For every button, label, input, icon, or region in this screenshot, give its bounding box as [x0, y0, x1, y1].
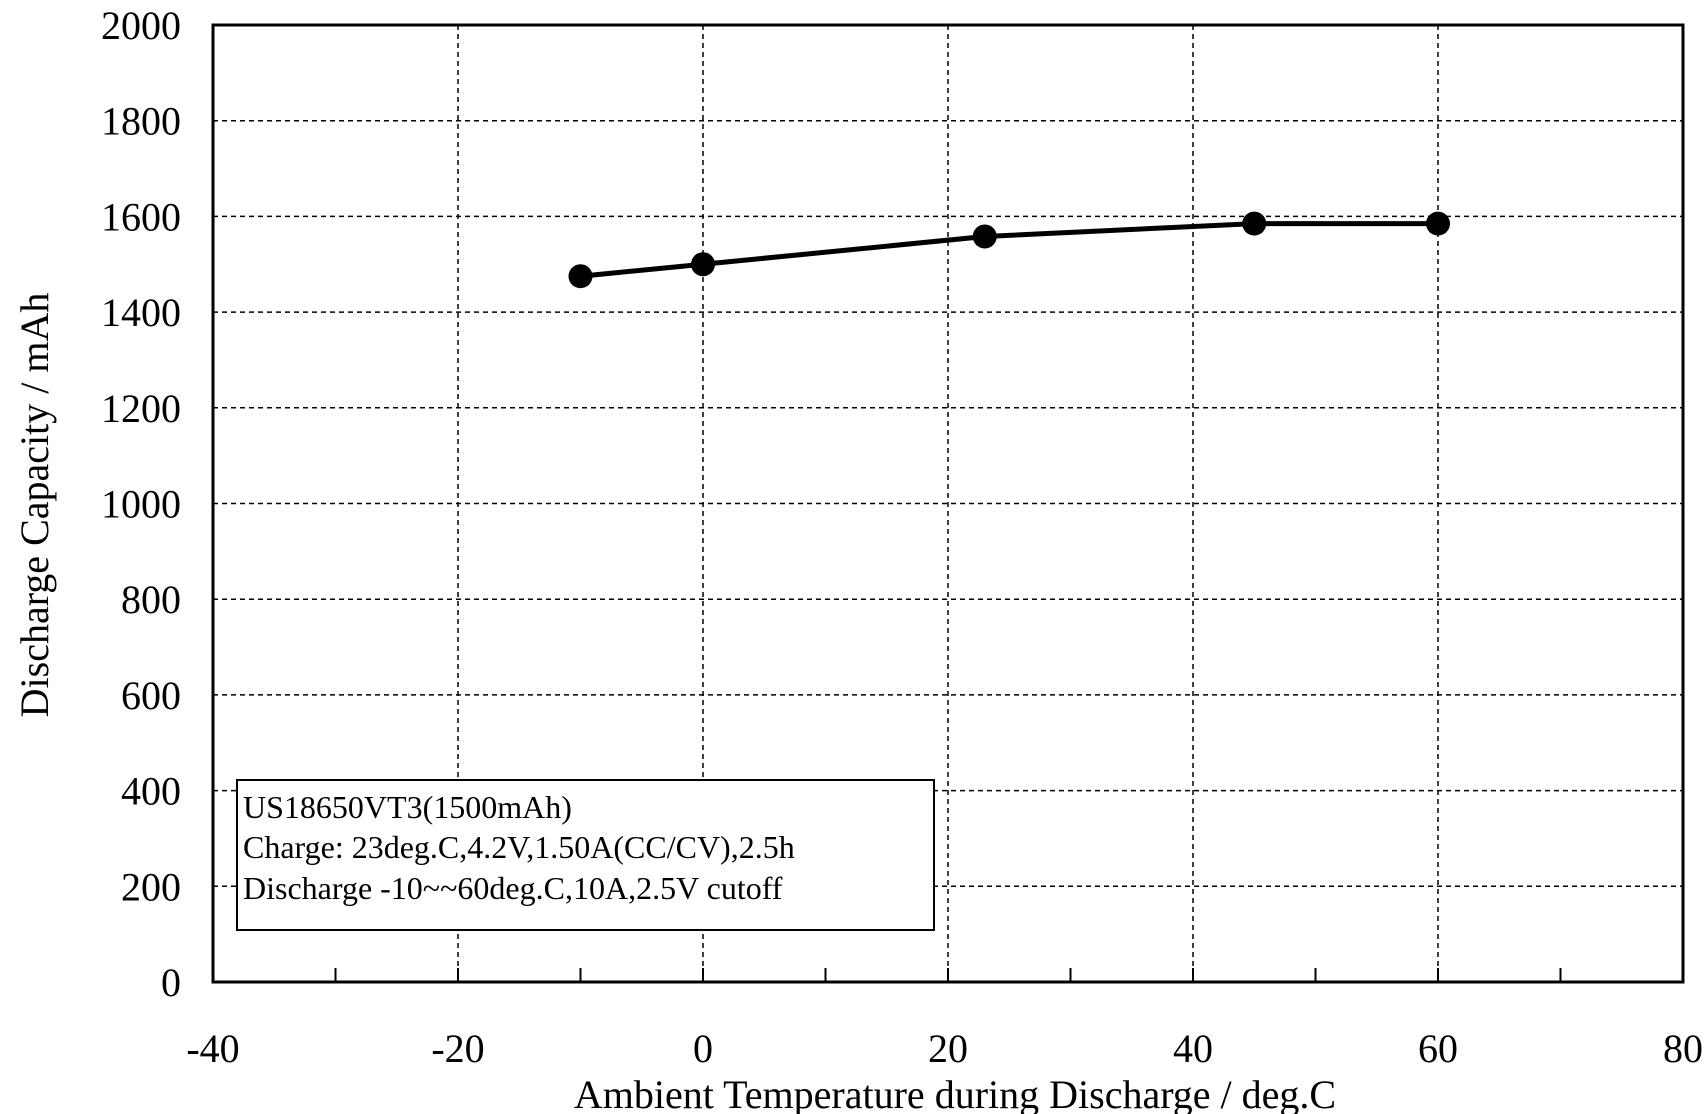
tick-labels: 0200400600800100012001400160018002000-40…: [101, 3, 1703, 1071]
series: [568, 211, 1450, 289]
data-point: [1242, 211, 1267, 236]
x-tick-label: -40: [186, 1026, 239, 1071]
x-tick-label: 0: [693, 1026, 713, 1071]
y-axis-title: Discharge Capacity / mAh: [12, 293, 57, 718]
y-tick-label: 1600: [101, 194, 181, 239]
data-point: [691, 252, 715, 277]
y-tick-label: 1000: [101, 482, 181, 527]
y-tick-label: 800: [121, 577, 181, 622]
y-tick-label: 0: [161, 960, 181, 1005]
annotation-line-2: Charge: 23deg.C,4.2V,1.50A(CC/CV),2.5h: [243, 829, 795, 865]
y-tick-label: 400: [121, 769, 181, 814]
x-tick-label: 20: [928, 1026, 968, 1071]
x-tick-label: 80: [1663, 1026, 1703, 1071]
annotation-frame: [236, 779, 935, 931]
y-tick-label: 200: [121, 864, 181, 909]
axes: [211, 23, 1685, 984]
y-tick-label: 2000: [101, 3, 181, 48]
y-tick-label: 1800: [101, 99, 181, 144]
y-tick-label: 1400: [101, 290, 181, 335]
y-tick-label: 600: [121, 673, 181, 718]
annotation-box: US18650VT3(1500mAh) Charge: 23deg.C,4.2V…: [236, 779, 935, 931]
x-tick-label: 40: [1173, 1026, 1213, 1071]
data-point: [568, 264, 593, 289]
y-tick-label: 1200: [101, 386, 181, 431]
annotation-line-1: US18650VT3(1500mAh): [243, 789, 572, 825]
x-tick-label: -20: [431, 1026, 484, 1071]
x-tick-label: 60: [1418, 1026, 1458, 1071]
data-point: [1426, 211, 1450, 236]
data-point: [972, 224, 997, 249]
x-axis-title: Ambient Temperature during Discharge / d…: [574, 1072, 1336, 1114]
annotation-line-3: Discharge -10~~60deg.C,10A,2.5V cutoff: [243, 870, 783, 906]
